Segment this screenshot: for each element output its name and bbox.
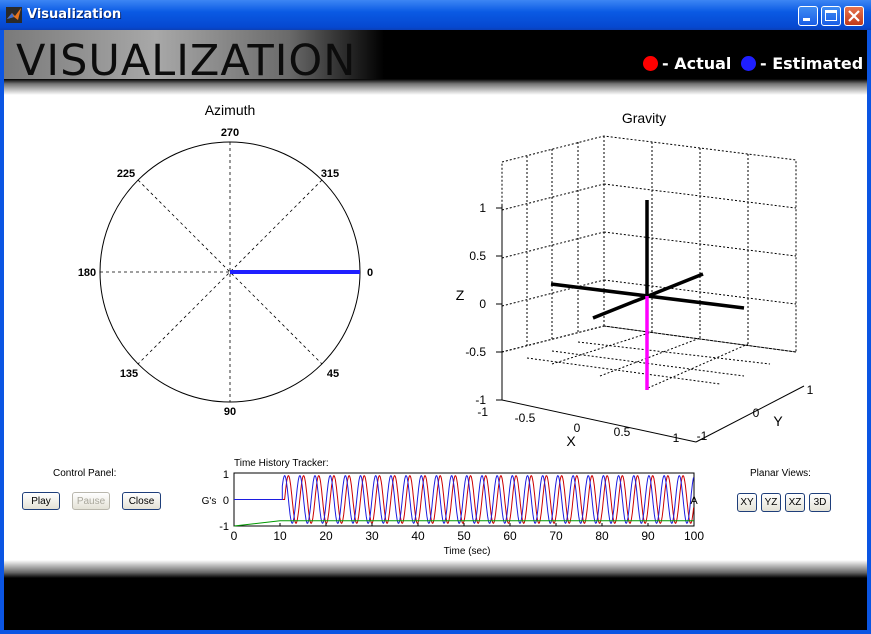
time-history-x-tick-10: 10 <box>273 529 287 543</box>
time-history-x-tick-100: 100 <box>684 529 704 543</box>
gravity-plot[interactable]: Gravity <box>444 102 824 452</box>
time-history-xlabel: Time (sec) <box>444 546 491 557</box>
footer-banner <box>4 578 867 630</box>
figure-area: VISUALIZATION - Actual - Estimated Azimu… <box>4 30 867 630</box>
azimuth-tick-0: 0 <box>367 267 373 279</box>
time-history-x-tick-0: 0 <box>231 529 238 543</box>
time-history-axes <box>233 472 695 527</box>
estimated-dot-icon <box>741 56 756 71</box>
gravity-x-tick-0.5: 0.5 <box>614 425 631 439</box>
time-history-x-tick-50: 50 <box>457 529 471 543</box>
time-history-x-tick-90: 90 <box>641 529 655 543</box>
azimuth-tick-315: 315 <box>321 168 339 180</box>
minimize-icon <box>803 18 810 21</box>
planar-views-label: Planar Views: <box>750 468 811 479</box>
time-history-x-tick-30: 30 <box>365 529 379 543</box>
xz-view-button[interactable]: XZ <box>785 493 805 512</box>
gravity-z-tick--0.5: -0.5 <box>465 345 486 359</box>
time-history-x-tick-20: 20 <box>319 529 333 543</box>
legend-actual-label: - Actual <box>662 54 732 73</box>
logo-text: VISUALIZATION <box>16 36 357 86</box>
play-button[interactable]: Play <box>22 492 60 510</box>
time-history-x-tick-40: 40 <box>411 529 425 543</box>
azimuth-tick-135: 135 <box>120 368 138 380</box>
pause-button[interactable]: Pause <box>72 492 110 510</box>
close-icon <box>848 10 860 22</box>
logo-backdrop <box>4 30 384 79</box>
maximize-icon <box>825 10 837 21</box>
time-history-x-tick-70: 70 <box>549 529 563 543</box>
time-history-y-tick--1: -1 <box>219 521 229 533</box>
time-history-x-tick-80: 80 <box>595 529 609 543</box>
time-history-ylabel: G's <box>202 496 217 507</box>
close-button[interactable]: Close <box>122 492 161 510</box>
title-bar[interactable]: Visualization <box>0 0 871 30</box>
header-banner: VISUALIZATION - Actual - Estimated <box>4 30 867 84</box>
gravity-z-tick-0: 0 <box>479 297 486 311</box>
gravity-axes <box>496 204 805 443</box>
gravity-y-tick--1: -1 <box>697 429 708 443</box>
time-history-label: Time History Tracker: <box>234 458 329 469</box>
azimuth-tick-90: 90 <box>224 406 236 418</box>
minimize-button[interactable] <box>798 6 818 26</box>
gravity-y-tick-1: 1 <box>807 383 814 397</box>
footer-shadow <box>4 560 867 578</box>
time-history-series-0 <box>234 475 695 524</box>
close-window-button[interactable] <box>844 6 864 26</box>
gravity-z-tick--1: -1 <box>475 393 486 407</box>
header-shadow <box>4 79 867 95</box>
matlab-icon <box>6 7 22 23</box>
gravity-x-tick--0.5: -0.5 <box>515 411 536 425</box>
gravity-title: Gravity <box>622 110 666 126</box>
gravity-y-tick-0: 0 <box>753 406 760 420</box>
actual-dot-icon <box>643 56 658 71</box>
time-history-chart[interactable]: 0 10 20 30 40 50 60 70 80 90 100 A 1 0 -1 G's Time… <box>189 470 719 562</box>
time-history-x-tick-60: 60 <box>503 529 517 543</box>
azimuth-tick-225: 225 <box>117 168 135 180</box>
gravity-z-tick-1: 1 <box>479 201 486 215</box>
maximize-button[interactable] <box>821 6 841 26</box>
gravity-x-tick-1: 1 <box>673 431 680 445</box>
yz-view-button[interactable]: YZ <box>761 493 781 512</box>
gravity-z-label: Z <box>456 287 465 303</box>
azimuth-title: Azimuth <box>205 102 256 118</box>
time-history-edge-text: A <box>690 495 698 507</box>
3d-view-button[interactable]: 3D <box>809 493 831 512</box>
gravity-x-label: X <box>566 433 576 449</box>
gravity-grid <box>501 135 797 389</box>
azimuth-spoke <box>137 179 323 365</box>
azimuth-tick-270: 270 <box>221 127 239 139</box>
xy-view-button[interactable]: XY <box>737 493 757 512</box>
time-history-y-tick-0: 0 <box>223 495 229 507</box>
gravity-x-tick--1: -1 <box>477 405 488 419</box>
time-history-series-2 <box>233 520 694 527</box>
time-history-y-tick-1: 1 <box>223 470 229 481</box>
gravity-z-tick-0.5: 0.5 <box>469 249 486 263</box>
azimuth-plot[interactable]: Azimuth 270 315 0 45 90 135 180 225 <box>64 98 394 428</box>
control-panel-label: Control Panel: <box>53 468 117 479</box>
legend-actual: - Actual <box>643 54 731 73</box>
legend-estimated: - Estimated <box>741 54 863 73</box>
legend-estimated-label: - Estimated <box>760 54 864 73</box>
window-title: Visualization <box>27 7 122 22</box>
azimuth-tick-180: 180 <box>78 267 96 279</box>
azimuth-spoke <box>137 179 323 365</box>
gravity-y-label: Y <box>773 413 783 429</box>
time-history-series-1 <box>234 475 694 525</box>
azimuth-tick-45: 45 <box>327 368 339 380</box>
gravity-x-tick-0: 0 <box>574 421 581 435</box>
